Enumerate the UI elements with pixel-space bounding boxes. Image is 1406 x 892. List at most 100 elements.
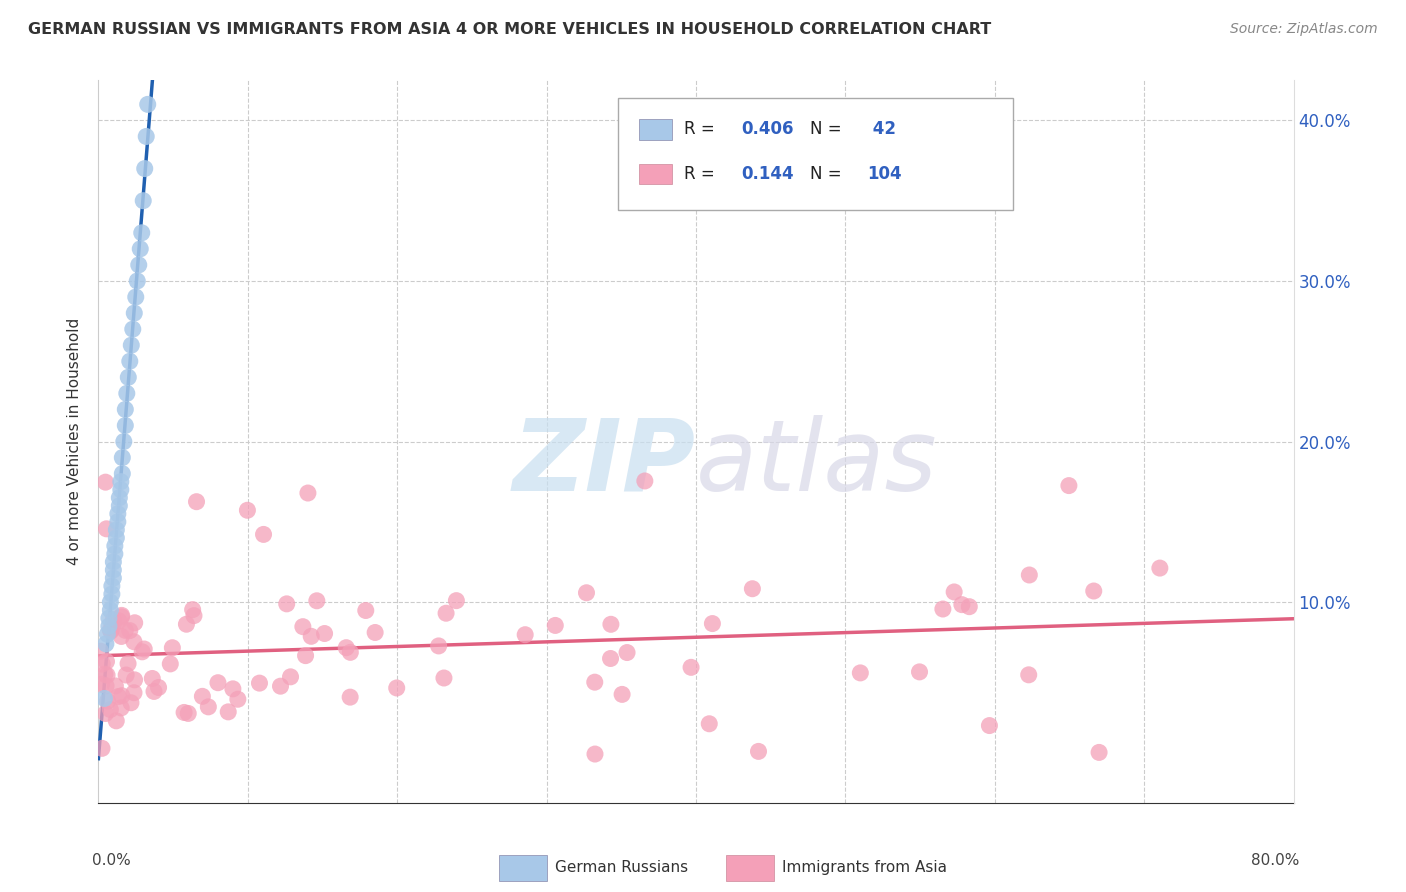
Point bbox=[93, 691, 115, 706]
Point bbox=[314, 626, 336, 640]
Point bbox=[124, 306, 146, 320]
Point bbox=[110, 701, 132, 715]
Point bbox=[94, 667, 117, 681]
Text: Source: ZipAtlas.com: Source: ZipAtlas.com bbox=[1230, 22, 1378, 37]
Point bbox=[121, 322, 143, 336]
Point bbox=[107, 690, 129, 704]
Point bbox=[143, 684, 166, 698]
Point bbox=[294, 648, 316, 663]
Point bbox=[181, 602, 204, 616]
Point bbox=[101, 618, 124, 632]
Text: GERMAN RUSSIAN VS IMMIGRANTS FROM ASIA 4 OR MORE VEHICLES IN HOUSEHOLD CORRELATI: GERMAN RUSSIAN VS IMMIGRANTS FROM ASIA 4… bbox=[28, 22, 991, 37]
FancyBboxPatch shape bbox=[638, 164, 672, 185]
Point bbox=[583, 675, 606, 690]
Point bbox=[681, 660, 703, 674]
Point bbox=[600, 617, 623, 632]
Point bbox=[1083, 584, 1105, 599]
Point bbox=[385, 681, 408, 695]
Point bbox=[103, 571, 125, 585]
Point bbox=[741, 582, 763, 596]
Point bbox=[112, 434, 135, 449]
Point bbox=[135, 129, 157, 144]
Point bbox=[115, 668, 138, 682]
Point bbox=[110, 475, 132, 489]
Point bbox=[339, 690, 361, 705]
Point bbox=[191, 690, 214, 704]
Point bbox=[217, 705, 239, 719]
Point bbox=[280, 670, 302, 684]
Point bbox=[118, 354, 141, 368]
Point bbox=[957, 599, 980, 614]
Point bbox=[141, 672, 163, 686]
Point bbox=[1149, 561, 1171, 575]
Point bbox=[94, 475, 117, 490]
Text: ZIP: ZIP bbox=[513, 415, 696, 512]
Point bbox=[115, 386, 138, 401]
Point bbox=[94, 706, 117, 721]
Point bbox=[515, 628, 537, 642]
Point bbox=[105, 523, 128, 537]
Point bbox=[129, 242, 152, 256]
Point bbox=[177, 706, 200, 721]
Point bbox=[305, 594, 328, 608]
Point bbox=[544, 618, 567, 632]
Point bbox=[932, 602, 955, 616]
Text: 104: 104 bbox=[868, 165, 901, 183]
Point bbox=[110, 483, 132, 497]
Point bbox=[97, 611, 120, 625]
Point bbox=[207, 675, 229, 690]
Point bbox=[148, 681, 170, 695]
Point bbox=[270, 679, 292, 693]
Point bbox=[96, 627, 118, 641]
Point bbox=[104, 539, 127, 553]
Point bbox=[125, 290, 148, 304]
Point bbox=[134, 161, 156, 176]
Point bbox=[1088, 746, 1111, 760]
Point bbox=[103, 613, 125, 627]
Text: 0.144: 0.144 bbox=[741, 165, 794, 183]
Text: Immigrants from Asia: Immigrants from Asia bbox=[782, 860, 948, 875]
Point bbox=[104, 547, 127, 561]
Point bbox=[354, 603, 377, 617]
Point bbox=[124, 673, 146, 687]
Point bbox=[127, 274, 149, 288]
Point bbox=[110, 630, 132, 644]
Point bbox=[183, 608, 205, 623]
Point bbox=[101, 587, 124, 601]
Point bbox=[599, 651, 621, 665]
Point bbox=[252, 527, 274, 541]
Point bbox=[1018, 668, 1040, 682]
Point bbox=[90, 677, 112, 691]
Point bbox=[110, 610, 132, 624]
Text: R =: R = bbox=[685, 165, 720, 183]
Text: 42: 42 bbox=[868, 120, 896, 138]
Point bbox=[1018, 568, 1040, 582]
Y-axis label: 4 or more Vehicles in Household: 4 or more Vehicles in Household bbox=[67, 318, 83, 566]
Point bbox=[616, 646, 638, 660]
Point bbox=[105, 714, 128, 728]
Text: N =: N = bbox=[810, 120, 846, 138]
Point bbox=[114, 418, 136, 433]
Point bbox=[131, 645, 153, 659]
Point bbox=[120, 696, 142, 710]
Point bbox=[98, 595, 122, 609]
Text: 80.0%: 80.0% bbox=[1251, 854, 1299, 869]
Point bbox=[98, 702, 121, 716]
Point bbox=[276, 597, 298, 611]
FancyBboxPatch shape bbox=[499, 855, 547, 880]
FancyBboxPatch shape bbox=[638, 120, 672, 139]
Point bbox=[122, 634, 145, 648]
Point bbox=[131, 226, 153, 240]
Point bbox=[103, 555, 125, 569]
Point bbox=[132, 194, 155, 208]
Point bbox=[134, 642, 156, 657]
Point bbox=[747, 744, 769, 758]
Point bbox=[118, 624, 141, 638]
Point bbox=[297, 486, 319, 500]
Point bbox=[124, 615, 146, 630]
Point bbox=[96, 668, 118, 682]
Point bbox=[117, 657, 139, 671]
Point bbox=[108, 499, 131, 513]
Point bbox=[610, 687, 633, 701]
Point bbox=[111, 608, 134, 623]
